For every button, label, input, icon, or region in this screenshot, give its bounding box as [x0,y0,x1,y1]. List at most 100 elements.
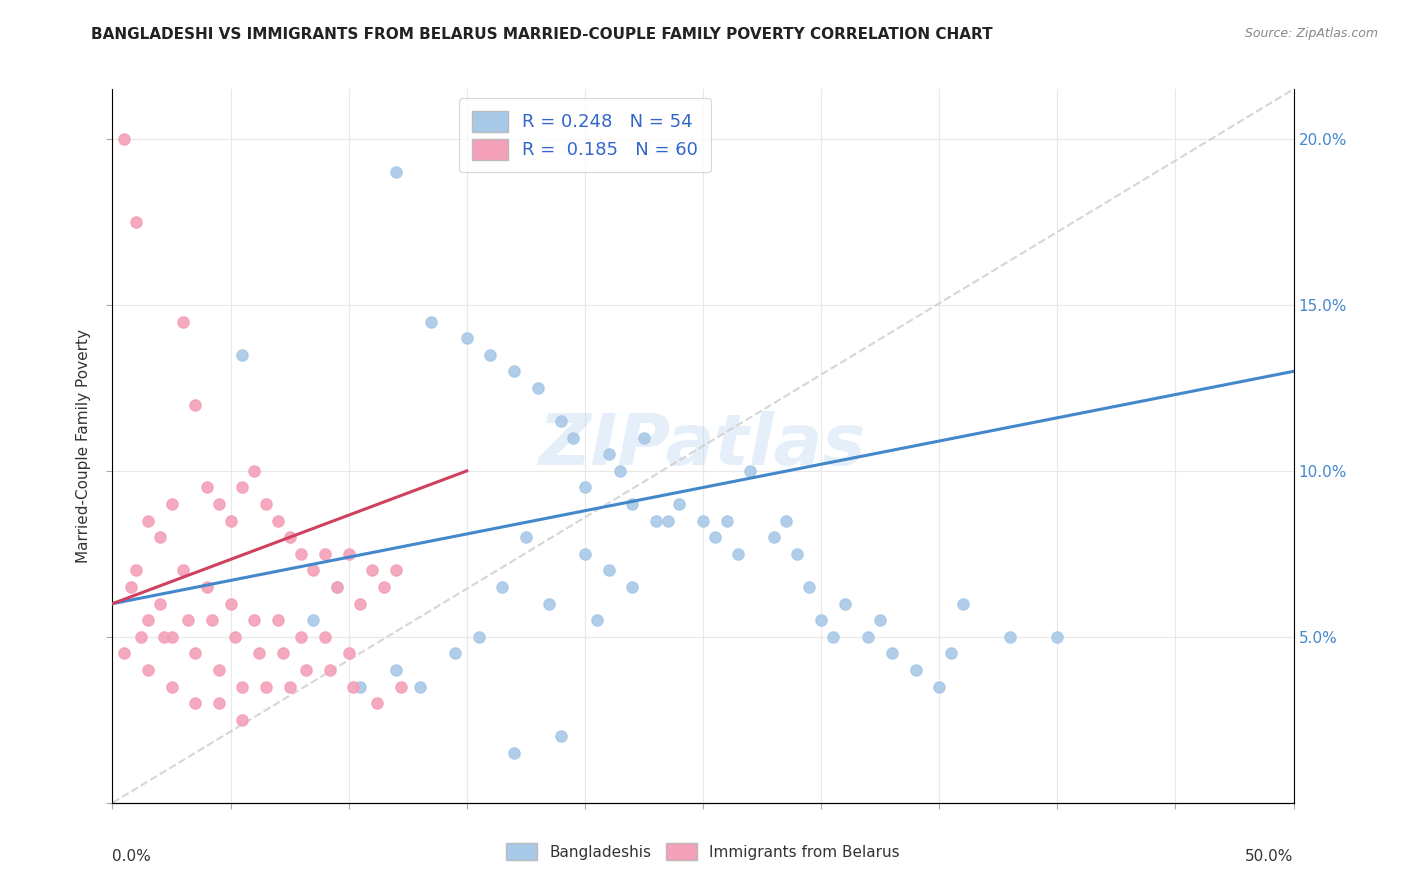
Point [668,497,690,511]
Point [349,597,371,611]
Point [254,497,277,511]
Point [408,680,430,694]
Point [125,564,148,578]
Point [267,613,290,627]
Point [786,547,808,561]
Point [267,514,290,528]
Point [562,431,585,445]
Point [326,580,349,594]
Point [834,597,856,611]
Point [550,414,572,428]
Point [326,580,349,594]
Point [598,564,620,578]
Point [160,497,183,511]
Point [349,680,371,694]
Point [136,514,159,528]
Point [278,680,301,694]
Point [621,497,644,511]
Point [869,613,891,627]
Point [337,547,360,561]
Legend: Bangladeshis, Immigrants from Belarus: Bangladeshis, Immigrants from Belarus [501,837,905,866]
Point [939,647,962,661]
Point [585,613,607,627]
Point [503,364,526,378]
Point [456,331,478,345]
Text: 50.0%: 50.0% [1246,849,1294,864]
Point [314,547,336,561]
Point [231,481,253,495]
Text: BANGLADESHI VS IMMIGRANTS FROM BELARUS MARRIED-COUPLE FAMILY POVERTY CORRELATION: BANGLADESHI VS IMMIGRANTS FROM BELARUS M… [91,27,993,42]
Point [129,630,152,644]
Point [998,630,1021,644]
Point [799,580,821,594]
Point [389,680,412,694]
Point [302,564,325,578]
Point [479,348,502,362]
Point [598,447,620,461]
Point [184,397,207,411]
Point [243,464,266,478]
Point [278,530,301,544]
Point [172,314,194,328]
Point [112,647,135,661]
Point [574,547,596,561]
Point [716,514,738,528]
Point [810,613,832,627]
Point [231,713,253,727]
Point [219,514,242,528]
Point [385,165,408,179]
Text: ZIPatlas: ZIPatlas [540,411,866,481]
Point [858,630,880,644]
Point [208,663,231,677]
Point [538,597,561,611]
Point [692,514,714,528]
Point [153,630,176,644]
Point [172,564,194,578]
Point [515,530,537,544]
Point [160,630,183,644]
Point [904,663,927,677]
Y-axis label: Married-Couple Family Poverty: Married-Couple Family Poverty [76,329,91,563]
Point [373,580,395,594]
Text: 0.0%: 0.0% [112,849,152,864]
Point [503,746,526,760]
Point [574,481,596,495]
Point [271,647,294,661]
Point [195,481,218,495]
Point [160,680,183,694]
Point [208,696,231,710]
Point [366,696,388,710]
Point [219,597,242,611]
Point [633,431,655,445]
Point [337,647,360,661]
Point [231,348,253,362]
Point [195,580,218,594]
Point [231,680,253,694]
Point [880,647,903,661]
Point [201,613,224,627]
Point [177,613,200,627]
Point [775,514,797,528]
Point [243,613,266,627]
Point [208,497,231,511]
Point [385,663,408,677]
Point [254,680,277,694]
Point [112,132,135,146]
Point [609,464,631,478]
Point [290,630,312,644]
Point [224,630,246,644]
Point [319,663,342,677]
Point [821,630,844,644]
Point [952,597,974,611]
Point [342,680,364,694]
Point [302,613,325,627]
Point [491,580,513,594]
Point [136,613,159,627]
Point [467,630,489,644]
Point [644,514,666,528]
Point [120,580,142,594]
Point [361,564,384,578]
Text: Source: ZipAtlas.com: Source: ZipAtlas.com [1244,27,1378,40]
Point [420,314,443,328]
Point [149,597,172,611]
